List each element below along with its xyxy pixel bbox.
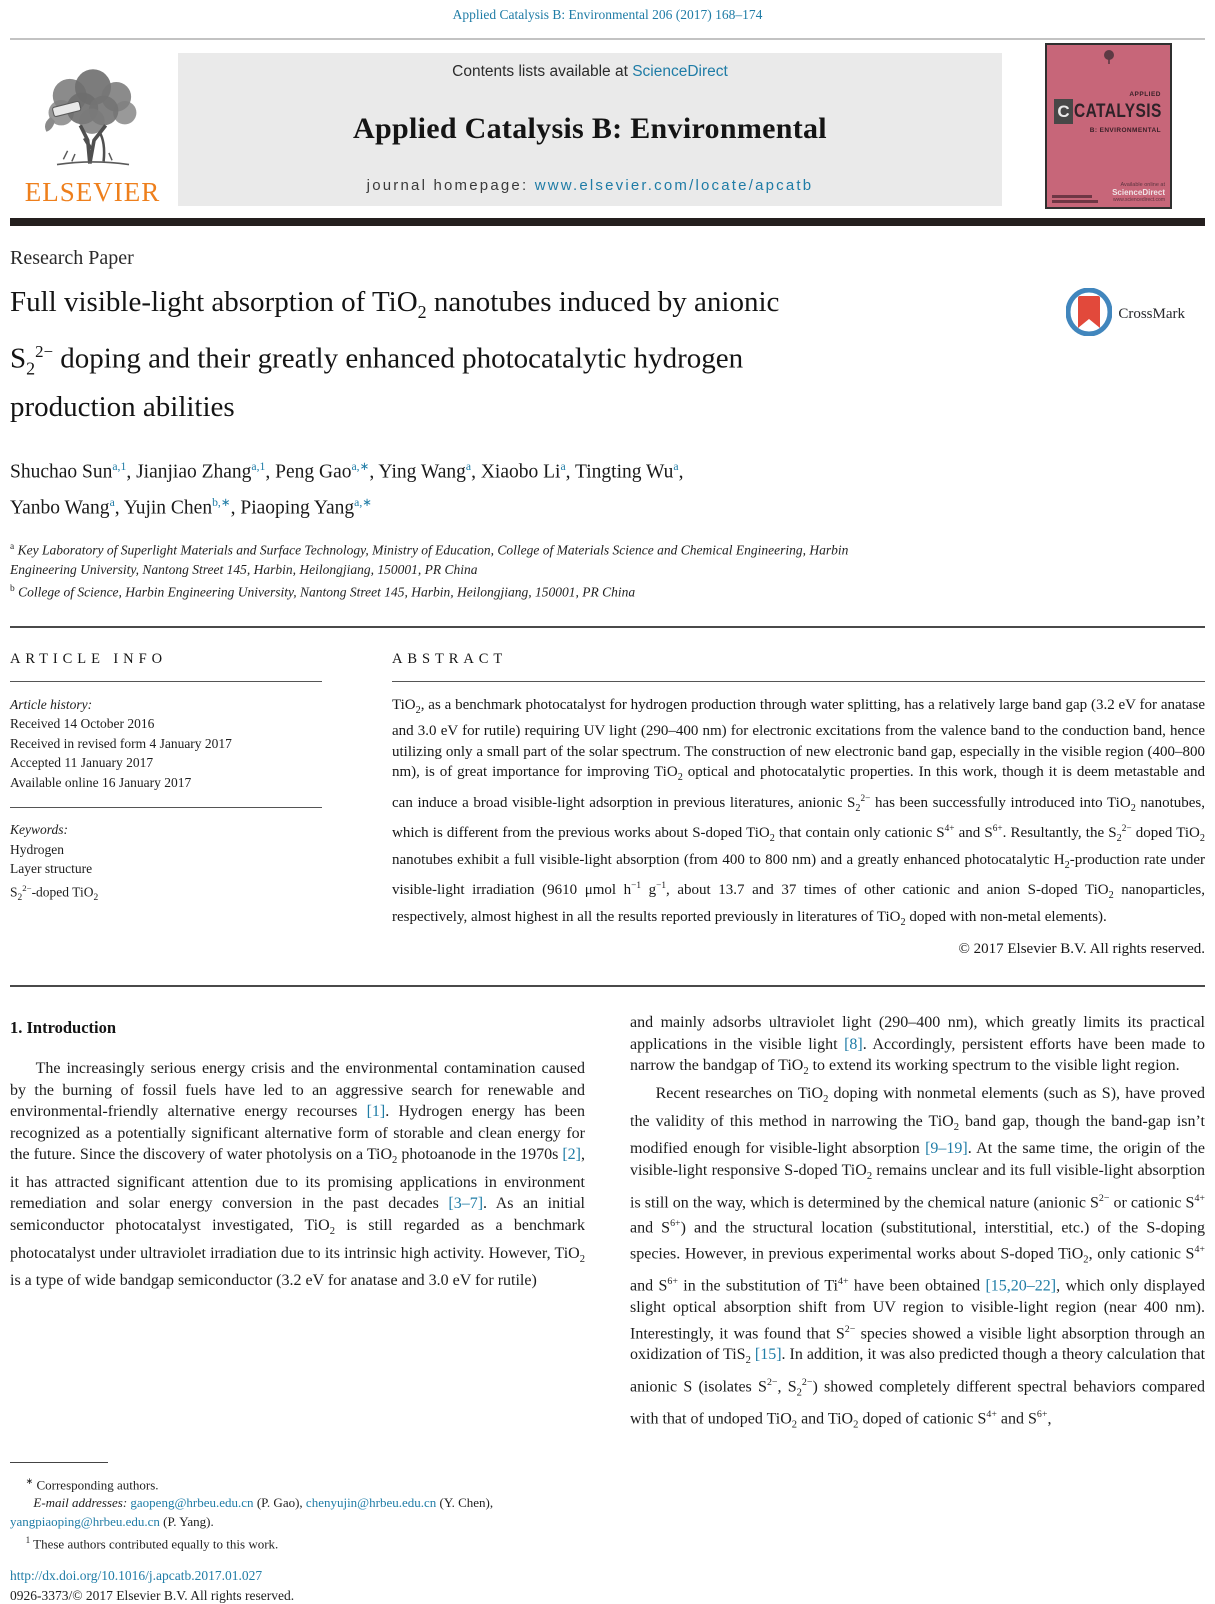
inline-link[interactable]: yangpiaoping@hrbeu.edu.cn [10, 1513, 160, 1529]
cover-sciencedirect-logo: ScienceDirect [1112, 188, 1165, 197]
abstract-body: TiO2, as a benchmark photocatalyst for h… [392, 696, 1205, 928]
sciencedirect-link[interactable]: ScienceDirect [632, 63, 728, 80]
author-affiliation-mark[interactable]: a [560, 460, 566, 474]
affiliation-b: b College of Science, Harbin Engineering… [10, 583, 636, 600]
article-info-rule [10, 680, 322, 682]
elsevier-logo: ELSEVIER [10, 53, 175, 206]
issn-line: 0926-3373/© 2017 Elsevier B.V. All right… [10, 1588, 295, 1604]
authors-line: Shuchao Suna,1, Jianjiao Zhanga,1, Peng … [10, 460, 684, 519]
crossmark-badge[interactable]: CrossMark [1065, 287, 1185, 341]
author-affiliation-mark[interactable]: b,∗ [212, 495, 231, 509]
elsevier-tree-icon [29, 64, 157, 177]
history-accepted: Accepted 11 January 2017 [10, 755, 154, 771]
cover-tree-icon [1052, 49, 1165, 69]
history-revised: Received in revised form 4 January 2017 [10, 735, 232, 751]
top-hairline [10, 38, 1205, 40]
affiliation-a: a Key Laboratory of Superlight Materials… [10, 542, 849, 578]
cover-applied-label: APPLIED [1129, 91, 1161, 98]
intro-paragraph-right-2: Recent researches on TiO2 doping with no… [630, 1084, 1206, 1431]
affiliations: a Key Laboratory of Superlight Materials… [10, 538, 1205, 602]
keyword-hydrogen: Hydrogen [10, 841, 64, 857]
crossmark-icon [1065, 287, 1113, 341]
author-affiliation-mark[interactable]: a,1 [251, 460, 266, 474]
elsevier-wordmark: ELSEVIER [24, 177, 161, 207]
abstract-divider [10, 985, 1205, 988]
cover-available-label: Available online at [1120, 182, 1165, 188]
journal-homepage-link[interactable]: www.elsevier.com/locate/apcatb [534, 177, 814, 194]
reference-link[interactable]: [15,20–22] [985, 1277, 1057, 1295]
history-online: Available online 16 January 2017 [10, 774, 192, 790]
abstract-section: ABSTRACT TiO2, as a benchmark photocatal… [392, 628, 1205, 959]
author-affiliation-mark[interactable]: a,∗ [351, 460, 370, 474]
article-info-section: ARTICLE INFO Article history: Received 1… [10, 628, 322, 959]
paper-title: Full visible-light absorption of TiO2 na… [10, 286, 780, 424]
masthead-divider-bar [10, 218, 1205, 226]
article-history-label: Article history: [10, 696, 93, 712]
cover-c-initial: C [1054, 99, 1073, 124]
footnotes: ∗ Corresponding authors. E-mail addresse… [10, 1461, 585, 1555]
keyword-s22-doped-tio2: S22−-doped TiO2 [10, 882, 99, 903]
keyword-layer-structure: Layer structure [10, 861, 93, 877]
keywords-rule [10, 807, 322, 809]
section-divider [10, 625, 1205, 628]
doi-link[interactable]: http://dx.doi.org/10.1016/j.apcatb.2017.… [10, 1568, 263, 1584]
reference-link[interactable]: [9–19] [925, 1140, 968, 1158]
corresponding-authors-note: ∗ Corresponding authors. [25, 1475, 159, 1492]
right-column: and mainly adsorbs ultraviolet light (29… [630, 1004, 1205, 1554]
reference-link[interactable]: [2] [562, 1146, 581, 1164]
contents-line: Contents lists available at ScienceDirec… [452, 63, 728, 81]
email-addresses-note: E-mail addresses: gaopeng@hrbeu.edu.cn (… [10, 1495, 494, 1529]
equal-contribution-note: 1 These authors contributed equally to t… [25, 1535, 279, 1552]
journal-title: Applied Catalysis B: Environmental [353, 112, 827, 145]
cover-publisher-lines [1052, 195, 1098, 203]
contents-prefix: Contents lists available at [452, 63, 633, 80]
reference-link[interactable]: [3–7] [448, 1195, 484, 1213]
author-affiliation-mark[interactable]: a,1 [112, 460, 127, 474]
homepage-line: journal homepage: www.elsevier.com/locat… [367, 177, 814, 194]
left-column: 1. Introduction The increasingly serious… [10, 1004, 585, 1554]
reference-link[interactable]: [8] [844, 1035, 863, 1053]
reference-link[interactable]: [1] [366, 1103, 386, 1121]
introduction-heading: 1. Introduction [10, 1018, 117, 1038]
keywords-label: Keywords: [10, 822, 68, 838]
author-affiliation-mark[interactable]: a,∗ [354, 495, 373, 509]
doi-line: http://dx.doi.org/10.1016/j.apcatb.2017.… [10, 1568, 1205, 1584]
reference-link[interactable]: [15] [754, 1346, 782, 1364]
article-info-heading: ARTICLE INFO [10, 650, 167, 667]
cover-sciencedirect-block: Available online at ScienceDirect www.sc… [1112, 182, 1165, 203]
author-affiliation-mark[interactable]: a [465, 460, 472, 474]
intro-paragraph-left: The increasingly serious energy crisis a… [10, 1060, 585, 1290]
cover-sciencedirect-url: www.sciencedirect.com [1113, 197, 1165, 203]
homepage-prefix: journal homepage: [366, 177, 535, 194]
masthead: ELSEVIER Contents lists available at Sci… [10, 43, 1205, 209]
abstract-heading: ABSTRACT [392, 650, 508, 667]
author-affiliation-mark[interactable]: a [673, 460, 679, 474]
cover-catalysis-label: CATALYSIS [1074, 100, 1162, 122]
intro-paragraph-right-1: and mainly adsorbs ultraviolet light (29… [630, 1014, 1205, 1078]
crossmark-label: CrossMark [1118, 306, 1185, 322]
introduction-section: 1. Introduction The increasingly serious… [10, 1004, 1205, 1554]
inline-link[interactable]: gaopeng@hrbeu.edu.cn [130, 1495, 254, 1511]
journal-citation: Applied Catalysis B: Environmental 206 (… [452, 7, 763, 22]
inline-link[interactable]: chenyujin@hrbeu.edu.cn [305, 1495, 437, 1511]
cover-title-block: APPLIED C CATALYSIS B: ENVIRONMENTAL [1052, 91, 1165, 134]
journal-cover-thumbnail: APPLIED C CATALYSIS B: ENVIRONMENTAL Ava… [1045, 43, 1172, 209]
footnote-rule [10, 1461, 108, 1463]
article-type-label: Research Paper [10, 247, 134, 269]
cover-subtitle: B: ENVIRONMENTAL [1089, 127, 1161, 134]
abstract-rule [392, 680, 1205, 682]
journal-masthead-box: Contents lists available at ScienceDirec… [178, 53, 1002, 206]
history-received: Received 14 October 2016 [10, 716, 155, 732]
abstract-copyright: © 2017 Elsevier B.V. All rights reserved… [958, 941, 1205, 958]
author-affiliation-mark[interactable]: a [109, 495, 115, 509]
